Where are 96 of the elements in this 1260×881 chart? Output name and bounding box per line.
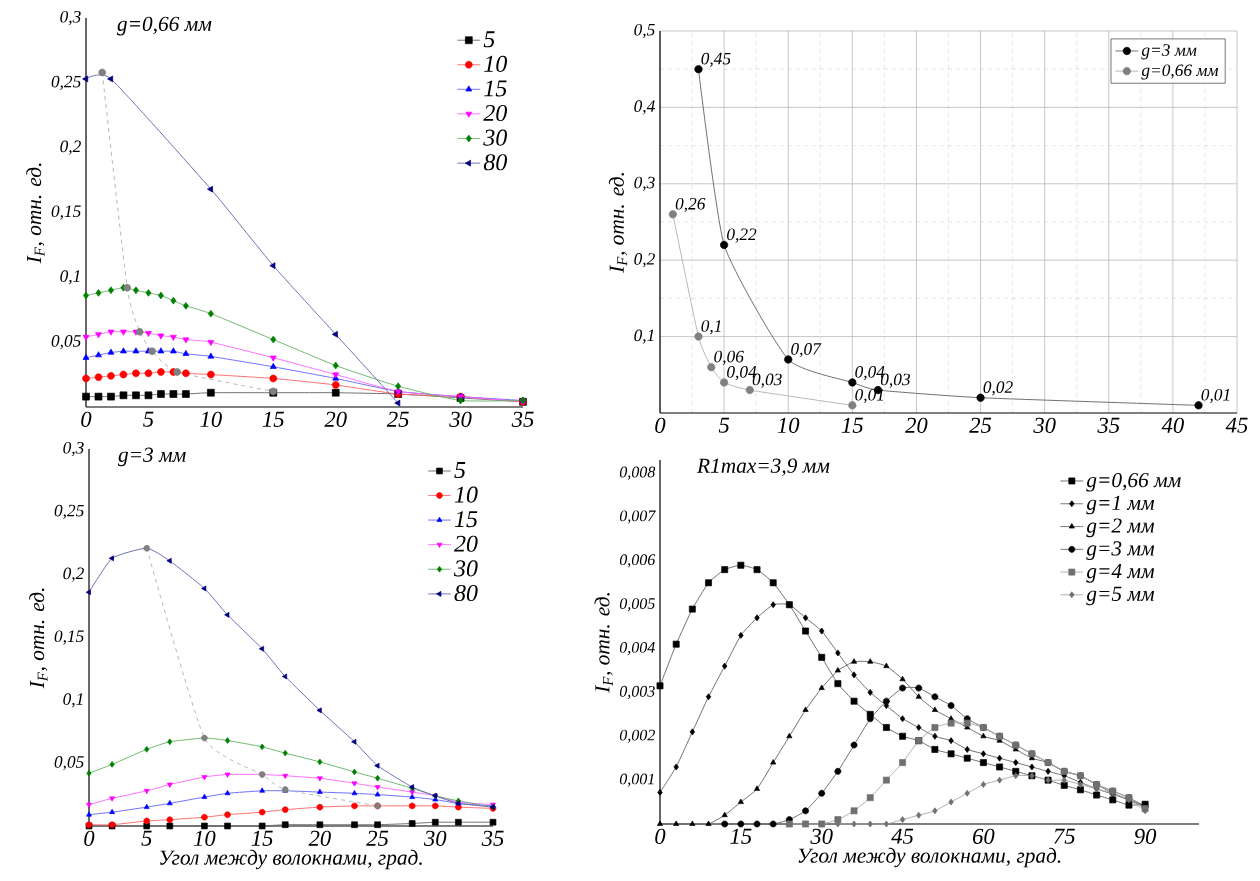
x-tick-label: 0: [81, 411, 92, 427]
x-tick-label: 0: [84, 830, 95, 846]
x-tick-label: 35: [481, 830, 504, 846]
x-tick-label: 15: [251, 830, 273, 846]
x-tick-label: 15: [730, 828, 752, 844]
legend-label: g=1 мм: [1086, 495, 1155, 515]
y-tick-label: 0,25: [51, 75, 81, 90]
y-axis-title: I$_{F}$, отн. ед.: [608, 173, 628, 273]
x-tick-label: 20: [905, 417, 928, 433]
y-tick-label: 0,2: [60, 140, 81, 155]
legend-label: g=5 мм: [1086, 586, 1155, 606]
x-tick-label: 0: [655, 828, 666, 844]
data-label: 0,07: [791, 343, 822, 358]
x-tick-label: 30: [1033, 417, 1056, 433]
x-axis-title: Угол между волокнами, град.: [160, 849, 422, 870]
x-tick-label: 25: [386, 411, 409, 427]
legend-label: 10: [454, 486, 478, 503]
legend-label: 30: [483, 129, 508, 146]
y-tick-label: 0,1: [634, 329, 654, 344]
y-tick-label: 0,2: [63, 567, 84, 582]
y-tick-label: 0,05: [54, 756, 84, 771]
legend-label: 80: [483, 154, 508, 171]
x-tick-label: 15: [841, 417, 863, 433]
y-tick-label: 0,003: [619, 685, 655, 699]
x-tick-label: 75: [1054, 828, 1075, 844]
x-tick-label: 10: [200, 411, 222, 427]
legend-label: 10: [484, 55, 508, 72]
data-label: 0,22: [727, 228, 757, 243]
x-tick-label: 90: [1134, 828, 1157, 844]
y-tick-label: 0,05: [51, 335, 81, 350]
legend-label: 5: [483, 31, 495, 48]
legend-label: g=0,66 мм: [1086, 472, 1181, 492]
x-tick-label: 5: [141, 830, 152, 846]
y-tick-label: 0,1: [63, 693, 83, 708]
x-tick-label: 25: [366, 830, 389, 846]
y-tick-label: 0,1: [60, 270, 80, 285]
y-tick-label: 0,4: [634, 100, 655, 115]
y-axis-title: I$_{F}$, отн. ед.: [29, 588, 48, 689]
y-tick-label: 0,5: [634, 23, 655, 39]
legend-label: g=3 мм: [1086, 541, 1155, 560]
x-tick-label: 35: [511, 411, 534, 427]
y-axis-title: I$_{F}$, отн. ед.: [594, 593, 613, 693]
chart-title: g=3 мм: [117, 447, 186, 467]
x-tick-label: 10: [193, 830, 216, 846]
legend-label: 15: [484, 80, 507, 97]
data-label: 0,26: [675, 197, 706, 213]
y-tick-label: 0,25: [54, 504, 84, 519]
x-axis-title: Угол между волокнами, град.: [798, 847, 1061, 868]
y-tick-label: 0,007: [619, 510, 656, 524]
x-tick-label: 30: [810, 828, 833, 844]
x-tick-label: 40: [1161, 417, 1184, 433]
legend-label: g=2 мм: [1086, 518, 1155, 538]
x-tick-label: 60: [972, 828, 995, 844]
y-tick-label: 0,001: [619, 773, 654, 787]
y-tick-label: 0,005: [619, 598, 655, 612]
chart-title: R1max=3,9 мм: [696, 458, 830, 476]
x-tick-label: 30: [423, 830, 447, 846]
chart-title: g=0,66 мм: [116, 16, 212, 36]
legend-label: 80: [454, 584, 478, 602]
x-tick-label: 30: [449, 411, 472, 427]
legend-label: g=4 мм: [1086, 564, 1155, 583]
legend-label: g=3 мм: [1141, 44, 1197, 60]
y-tick-label: 0,15: [54, 630, 84, 645]
x-tick-label: 20: [324, 411, 347, 427]
legend-label: 15: [454, 511, 478, 528]
x-tick-label: 20: [308, 830, 331, 846]
x-tick-label: 10: [777, 417, 800, 433]
legend-label: 30: [453, 560, 478, 577]
x-tick-label: 0: [655, 417, 666, 433]
legend-label: 5: [454, 462, 466, 479]
y-axis-title: I$_{F}$, отн. ед.: [26, 163, 45, 264]
x-tick-label: 25: [969, 417, 992, 433]
data-label: 0,01: [855, 388, 884, 404]
data-label: 0,45: [701, 52, 731, 67]
legend-label: g=0,66 мм: [1141, 64, 1219, 80]
y-tick-label: 0,006: [619, 554, 656, 568]
legend-label: 20: [454, 535, 478, 552]
x-tick-label: 5: [143, 411, 154, 427]
x-tick-label: 35: [1097, 417, 1120, 433]
x-tick-label: 5: [718, 417, 730, 433]
data-label: 0,02: [983, 381, 1013, 396]
data-label: 0,1: [701, 320, 721, 335]
data-label: 0,06: [714, 350, 744, 365]
y-tick-label: 0,15: [51, 205, 81, 220]
y-tick-label: 0,004: [619, 642, 655, 656]
data-label: 0,01: [1201, 388, 1230, 404]
y-tick-label: 0,3: [634, 176, 655, 191]
y-tick-label: 0,3: [60, 10, 81, 26]
x-tick-label: 45: [1225, 417, 1248, 433]
y-tick-label: 0,008: [619, 466, 656, 480]
legend-label: 20: [483, 104, 508, 122]
x-tick-label: 15: [262, 411, 284, 427]
y-tick-label: 0,002: [619, 729, 655, 743]
y-tick-label: 0,3: [63, 441, 84, 457]
y-tick-label: 0,2: [634, 253, 655, 268]
x-tick-label: 45: [891, 828, 914, 844]
